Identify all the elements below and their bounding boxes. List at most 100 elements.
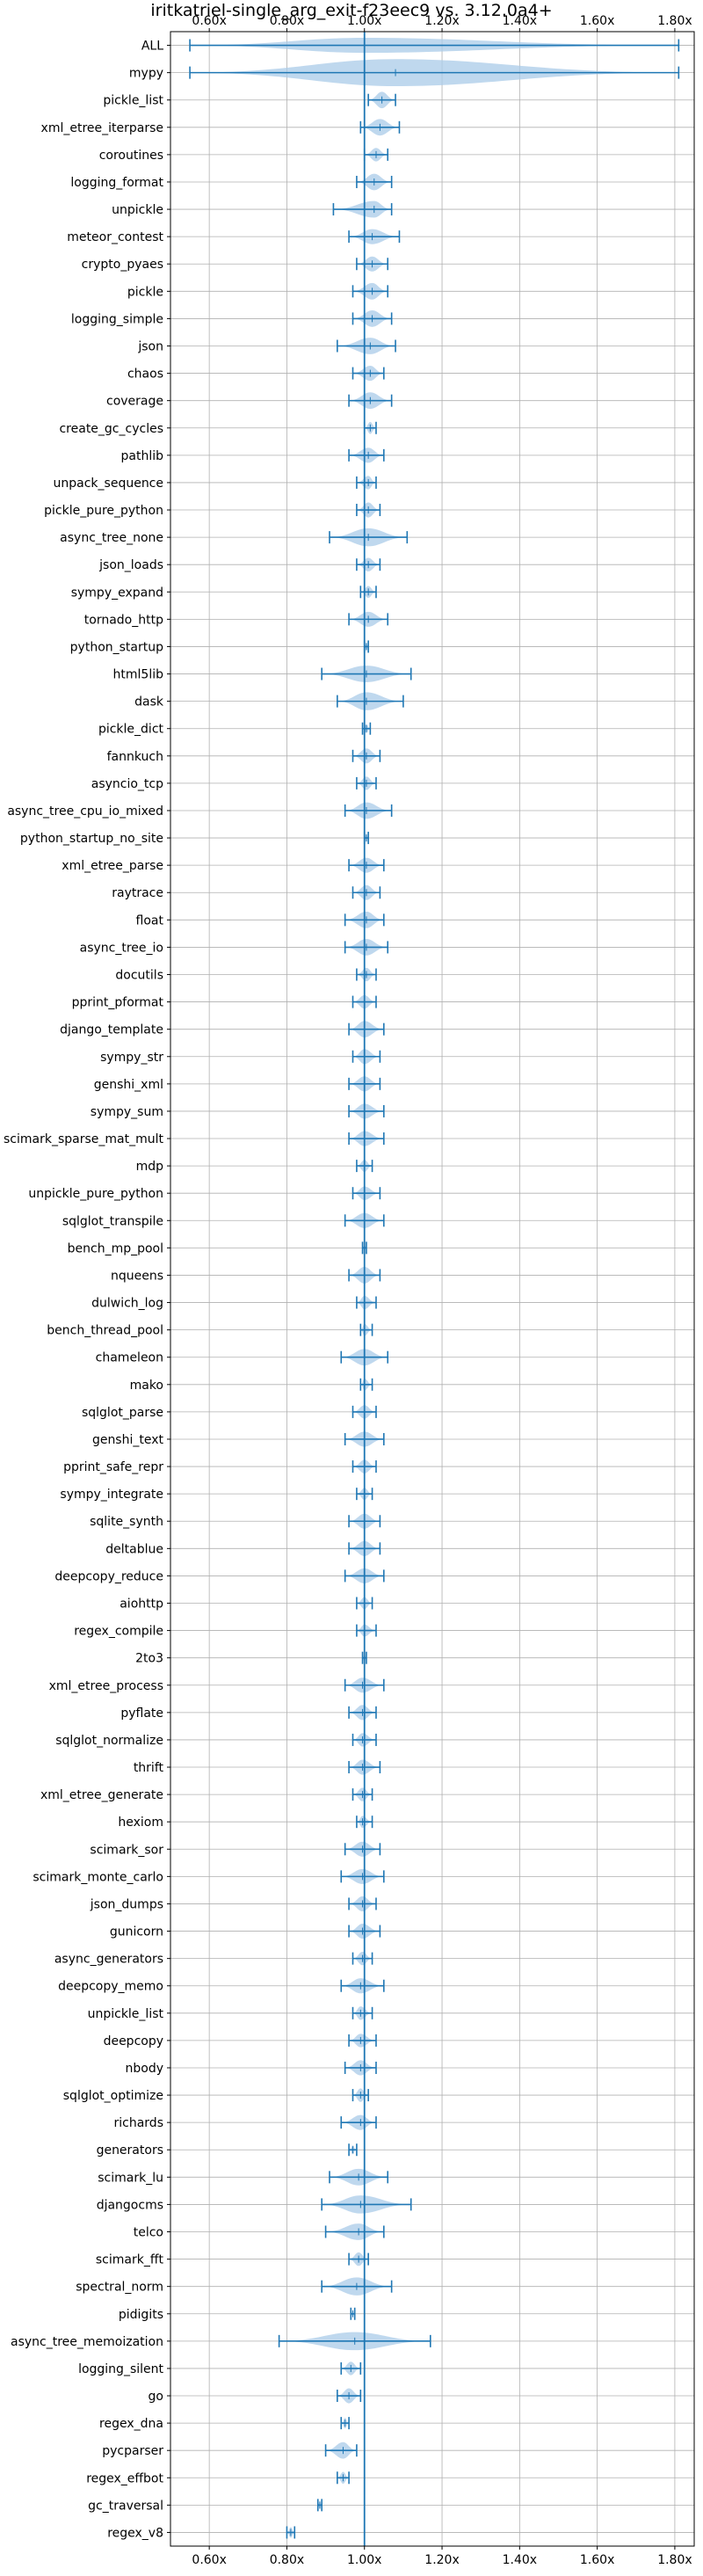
y-tick-label: asyncio_tcp [91, 777, 163, 791]
y-tick-label: logging_simple [71, 312, 163, 326]
x-tick-label-top: 1.80x [657, 14, 692, 28]
y-tick-label: logging_silent [78, 2362, 163, 2376]
y-tick-label: deepcopy [104, 2034, 163, 2048]
y-tick-label: aiohttp [120, 1597, 163, 1612]
whiskers [189, 39, 680, 2539]
y-tick-label: go [149, 2390, 163, 2404]
y-tick-label: deepcopy_reduce [54, 1569, 163, 1583]
y-tick-label: meteor_contest [67, 230, 163, 244]
y-tick-label: chaos [127, 367, 163, 382]
y-tick-label: pprint_safe_repr [63, 1460, 163, 1474]
x-tick-label-top: 0.60x [192, 14, 226, 28]
y-tick-label: gc_traversal [88, 2499, 163, 2513]
chart-title: iritkatriel-single_arg_exit-f23eec9 vs. … [150, 1, 553, 20]
y-tick-label: xml_etree_process [49, 1679, 163, 1693]
y-tick-label: spectral_norm [76, 2281, 163, 2295]
y-tick-label: pyflate [120, 1706, 163, 1721]
y-tick-label: sqlglot_normalize [55, 1734, 163, 1748]
y-tick-label: async_generators [54, 1953, 163, 1967]
y-tick-label: async_tree_none [60, 531, 163, 545]
y-tick-label: dulwich_log [91, 1297, 163, 1311]
y-tick-label: regex_v8 [107, 2526, 163, 2540]
plot-area-background [170, 32, 694, 2546]
x-tick-label-bottom: 1.20x [424, 2553, 459, 2567]
y-tick-label: async_tree_memoization [11, 2335, 163, 2349]
y-tick-label: nbody [126, 2062, 164, 2076]
y-tick-label: html5lib [113, 668, 164, 682]
x-tick-label-bottom: 0.80x [270, 2553, 304, 2567]
y-tick-label: pidigits [119, 2308, 163, 2322]
x-tick-label-bottom: 1.40x [503, 2553, 537, 2567]
y-tick-label: unpickle [112, 203, 163, 217]
y-tick-label: bench_thread_pool [47, 1324, 163, 1338]
x-tick-label-top: 1.40x [503, 14, 537, 28]
x-tick-label-bottom: 1.80x [657, 2553, 692, 2567]
y-tick-label: scimark_sor [90, 1843, 163, 1857]
grid-lines [170, 32, 694, 2546]
y-tick-label: create_gc_cycles [59, 422, 163, 436]
y-tick-label: scimark_fft [96, 2253, 164, 2267]
y-tick-label: xml_etree_parse [62, 859, 163, 873]
y-tick-label: sqlglot_parse [82, 1406, 163, 1420]
y-tick-label: deltablue [105, 1542, 163, 1556]
x-tick-label-bottom: 0.60x [192, 2553, 226, 2567]
y-tick-label: scimark_sparse_mat_mult [4, 1132, 163, 1146]
y-tick-label: pickle_dict [98, 723, 164, 737]
y-tick-label: gunicorn [110, 1925, 163, 1939]
y-tick-label: coroutines [99, 149, 163, 163]
y-tick-label: xml_etree_iterparse [41, 121, 163, 135]
y-tick-label: tornado_http [84, 613, 163, 627]
y-tick-label: scimark_monte_carlo [33, 1870, 163, 1884]
y-tick-label: generators [97, 2143, 163, 2158]
y-tick-label: json [137, 340, 163, 354]
y-tick-label: async_tree_cpu_io_mixed [7, 804, 163, 819]
y-tick-label: sqlite_synth [90, 1515, 163, 1529]
y-tick-label: telco [134, 2226, 163, 2240]
y-tick-label: ALL [141, 40, 163, 54]
y-tick-label: float [136, 913, 164, 928]
y-tick-label: regex_compile [74, 1625, 163, 1639]
x-tick-label-top: 1.60x [580, 14, 614, 28]
y-tick-label: richards [114, 2116, 164, 2130]
y-tick-label: coverage [106, 395, 163, 409]
plot-frame [170, 31, 695, 2547]
y-tick-label: dask [134, 695, 164, 709]
y-tick-label: fannkuch [107, 750, 163, 764]
y-tick-label: unpickle_list [88, 2007, 164, 2021]
y-tick-label: logging_format [70, 176, 163, 190]
y-tick-label: pickle_pure_python [44, 504, 163, 518]
y-tick-label: django_template [60, 1023, 163, 1037]
y-tick-label: genshi_xml [94, 1078, 163, 1092]
y-tick-label: hexiom [118, 1816, 163, 1830]
y-tick-label: pickle_list [103, 94, 163, 108]
y-tick-label: sympy_expand [71, 586, 163, 600]
y-tick-label: pickle [127, 285, 163, 299]
y-tick-label: json_dumps [90, 1897, 163, 1911]
y-axis-ticks: ALL mypy pickle_list xml_etree_iterparsecor… [4, 40, 170, 2540]
y-tick-label: python_startup_no_site [20, 832, 163, 846]
y-tick-label: python_startup [70, 640, 163, 654]
y-tick-label: pathlib [121, 449, 164, 463]
y-tick-label: regex_effbot [86, 2471, 163, 2485]
y-tick-label: sympy_str [100, 1051, 163, 1065]
x-tick-label-top: 1.20x [424, 14, 459, 28]
y-tick-label: deepcopy_memo [58, 1980, 163, 1994]
x-tick-label-bottom: 1.60x [580, 2553, 614, 2567]
y-tick-label: mako [130, 1379, 163, 1393]
x-axis-ticks: 0.60x 0.60x 0.80x 0.80x 1.00x 1.00x 1.20x 1.20x… [192, 14, 692, 2567]
y-tick-label: unpack_sequence [54, 477, 163, 491]
y-tick-label: sqlglot_transpile [62, 1214, 163, 1228]
y-tick-label: docutils [115, 969, 163, 983]
y-tick-label: scimark_lu [98, 2171, 163, 2185]
y-tick-label: genshi_text [92, 1433, 164, 1447]
x-tick-label-bottom: 1.00x [347, 2553, 381, 2567]
y-tick-label: mdp [136, 1160, 164, 1174]
y-tick-label: nqueens [111, 1269, 163, 1283]
y-tick-label: xml_etree_generate [40, 1788, 163, 1802]
x-tick-label-top: 1.00x [347, 14, 381, 28]
y-tick-label: 2to3 [135, 1652, 163, 1666]
y-tick-label: sympy_integrate [60, 1488, 163, 1502]
x-tick-label-top: 0.80x [270, 14, 304, 28]
y-tick-label: crypto_pyaes [82, 258, 163, 272]
